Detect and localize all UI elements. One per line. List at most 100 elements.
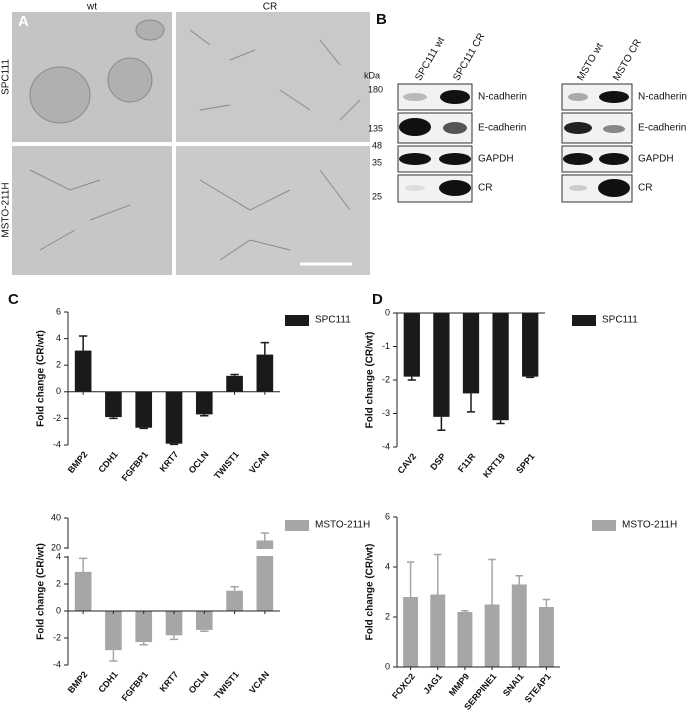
- bands: [399, 90, 630, 197]
- x-tick-label: FGFBP1: [120, 449, 150, 483]
- bar: [226, 590, 243, 611]
- error-bar: [542, 598, 551, 607]
- protein-label: GAPDH: [638, 154, 674, 165]
- y-tick-label: -3: [382, 408, 390, 418]
- y-tick-label: 2: [56, 360, 61, 370]
- legend-swatch: [285, 315, 309, 326]
- error-bar: [230, 585, 239, 591]
- error-bar: [461, 610, 469, 612]
- protein-label: CR: [638, 183, 652, 194]
- bar: [403, 313, 420, 377]
- bar: [256, 354, 274, 392]
- error-bar: [526, 376, 535, 379]
- axis-break: [62, 549, 286, 556]
- y-tick-label: -2: [53, 413, 61, 423]
- y-tick-label: 6: [385, 511, 390, 521]
- error-bar: [515, 575, 523, 585]
- error-bar: [109, 417, 118, 420]
- error-bar: [407, 376, 416, 381]
- cells: [29, 19, 361, 261]
- x-tick-label: TWIST1: [212, 669, 241, 701]
- y-tick-label: -2: [382, 374, 390, 384]
- x-tick-label: VCAN: [247, 669, 271, 695]
- x-tick-label: KRT19: [481, 451, 507, 479]
- y-tick-label: 0: [56, 605, 61, 615]
- bar: [165, 611, 183, 636]
- bar: [433, 313, 450, 417]
- y-tick-label: -4: [382, 441, 390, 451]
- x-tick-label: SNAI1: [501, 671, 526, 698]
- error-bar: [437, 416, 446, 431]
- y-tick-label: 0: [385, 661, 390, 671]
- error-bar: [406, 561, 415, 597]
- x-tick-label: KRT7: [158, 669, 181, 693]
- bar-chart: SPC111 -4 -2 0 2 4 6 BMP2 CDH1 FGFBP1 KRT7 OCLN TWIS…: [36, 306, 352, 483]
- x-tick-label: F11R: [456, 451, 478, 474]
- x-tick-label: BMP2: [66, 669, 90, 695]
- x-tick-label: STEAP1: [523, 671, 553, 704]
- y-tick-label: 6: [56, 306, 61, 316]
- bar: [195, 611, 213, 630]
- lane-label: MSTO wt: [575, 41, 605, 83]
- x-tick-label: BMP2: [66, 449, 90, 475]
- y-axis-label: Fold change (CR/wt): [36, 543, 47, 640]
- micrograph: [176, 12, 370, 142]
- protein-label: N-cadherin: [478, 92, 527, 103]
- error-bar: [496, 420, 505, 425]
- bar: [256, 540, 274, 611]
- bar: [226, 375, 243, 392]
- bar: [538, 607, 554, 667]
- error-bar: [260, 341, 270, 355]
- y-axis-label: Fold change (CR/wt): [36, 330, 47, 427]
- protein-label: N-cadherin: [638, 92, 687, 103]
- x-tick-label: MMP9: [447, 671, 471, 697]
- x-tick-label: KRT7: [158, 449, 181, 473]
- y-axis-label: Fold change (CR/wt): [365, 544, 376, 641]
- column-label: wt: [86, 2, 97, 13]
- x-tick-label: CAV2: [395, 451, 418, 475]
- error-bar: [78, 335, 88, 351]
- legend-swatch: [572, 315, 596, 326]
- legend-label: SPC111: [602, 315, 638, 326]
- x-tick-label: CDH1: [96, 669, 119, 694]
- bar: [462, 313, 480, 394]
- micrograph: [176, 146, 370, 275]
- y-axis-label: Fold change (CR/wt): [365, 332, 376, 429]
- bar: [105, 391, 122, 418]
- marker-label: 180: [368, 84, 383, 94]
- protein-label: GAPDH: [478, 154, 514, 165]
- error-bar: [260, 532, 270, 541]
- x-tick-label: OCLN: [187, 669, 211, 695]
- legend-label: SPC111: [315, 315, 351, 326]
- row-label: MSTO-211H: [1, 182, 12, 237]
- protein-label: E-cadherin: [478, 123, 526, 134]
- y-tick-label: 4: [385, 561, 390, 571]
- error-bar: [230, 373, 239, 376]
- bar-chart: MSTO-211H -4 -2 0 2 420 40 BMP2 CDH1 FGFBP1 KRT7 OC…: [36, 512, 371, 703]
- protein-label: CR: [478, 183, 492, 194]
- protein-label: E-cadherin: [638, 123, 686, 134]
- marker-label: 48: [372, 140, 382, 150]
- error-bar: [169, 443, 179, 446]
- legend-swatch: [285, 520, 309, 531]
- legend-label: MSTO-211H: [622, 520, 677, 531]
- y-tick-label: 0: [56, 386, 61, 396]
- bar-chart: SPC111 0 -1 -2 -3 -4 CAV2 DSP F11R KRT19 SPP1 Fold …: [365, 307, 639, 479]
- error-bar: [488, 558, 496, 605]
- bar: [430, 594, 446, 667]
- bar: [74, 350, 92, 392]
- x-tick-label: OCLN: [187, 449, 211, 475]
- bar: [403, 597, 419, 667]
- error-bar: [200, 629, 209, 632]
- error-bar: [139, 427, 148, 430]
- bar: [135, 611, 153, 643]
- bar: [492, 313, 509, 421]
- x-tick-label: JAG1: [421, 671, 444, 695]
- bar: [74, 571, 92, 611]
- y-tick-label: 0: [385, 307, 390, 317]
- legend-label: MSTO-211H: [315, 520, 370, 531]
- error-bar: [78, 557, 88, 572]
- marker-label: 35: [372, 157, 382, 167]
- unit-label: kDa: [364, 70, 380, 80]
- lane-label: MSTO CR: [611, 38, 643, 83]
